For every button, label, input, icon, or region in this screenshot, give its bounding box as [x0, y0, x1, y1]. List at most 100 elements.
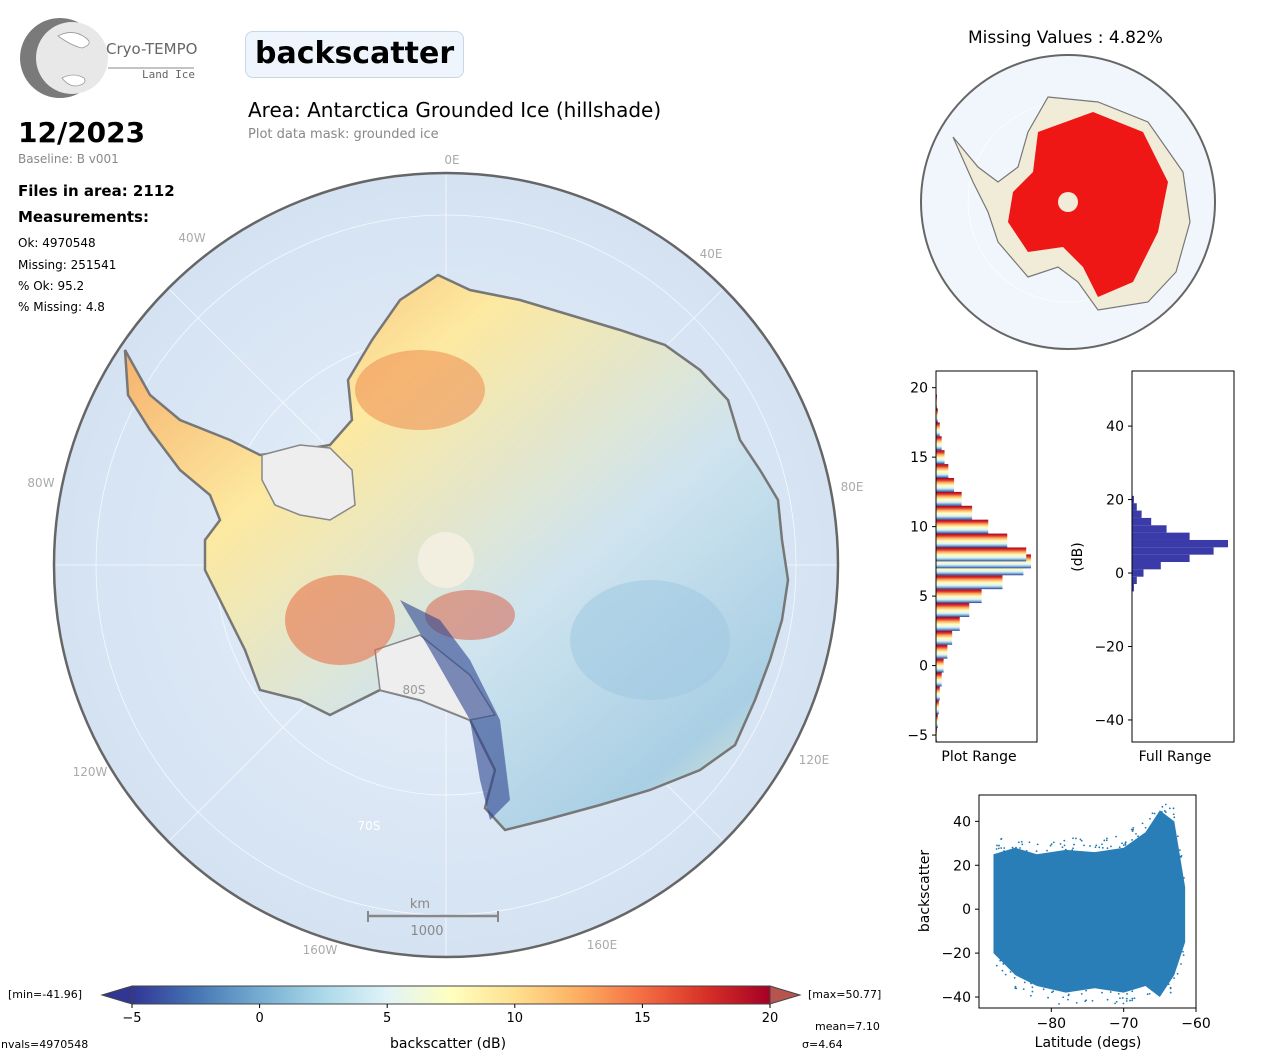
colorbar-tick-label: 10 — [507, 1011, 524, 1026]
scatter-point — [1017, 841, 1020, 844]
scatter-point — [1160, 810, 1163, 813]
ok-count: Ok: 4970548 — [18, 236, 96, 250]
colorbar-tick-label: 0 — [255, 1011, 263, 1026]
full-range-bars — [1132, 495, 1228, 592]
scatter-point — [1052, 990, 1055, 993]
colorbar-tick-label: 20 — [762, 1011, 779, 1026]
scatter-point — [1148, 992, 1151, 995]
lon-label-120w: 120W — [73, 765, 108, 779]
scatter-point — [1001, 969, 1004, 972]
colorbar-min-arrow — [100, 985, 133, 1005]
scatter-point — [1131, 997, 1134, 1000]
colorbar-max-label: [max=50.77] — [808, 988, 882, 1001]
scatter-point — [1121, 842, 1123, 845]
scatter-point — [1163, 810, 1166, 812]
scatter-point — [1126, 992, 1128, 995]
scatter-band — [993, 810, 1186, 998]
files-label: Files in area: 2112 — [18, 182, 175, 200]
scatter-point — [1031, 990, 1034, 993]
scatter-point — [1075, 837, 1077, 840]
plot-range-bar — [936, 714, 938, 729]
plot-range-bar — [936, 519, 989, 534]
sigma-label: σ=4.64 — [802, 1038, 843, 1051]
full-range-bar — [1132, 554, 1190, 563]
scatter-point — [1172, 807, 1175, 810]
scatter-point — [997, 847, 1000, 850]
scatter-point — [1176, 835, 1179, 838]
pct-ok: % Ok: 95.2 — [18, 279, 85, 293]
scatter-point — [1109, 991, 1112, 993]
scatter-point — [1129, 999, 1131, 1002]
plot-range-tick-label: 10 — [910, 520, 928, 536]
scatter-point — [1173, 977, 1175, 980]
full-range-xlabel: Full Range — [1139, 749, 1212, 765]
scatter-point — [1015, 846, 1017, 849]
scatter-point — [1110, 845, 1112, 848]
scatter-point — [1013, 976, 1016, 979]
scatter-point — [1023, 981, 1026, 984]
scatter-point — [1025, 849, 1028, 852]
plot-range-bar — [936, 547, 1027, 562]
full-range-bar — [1132, 495, 1134, 504]
scatter-point — [1131, 999, 1134, 1002]
lon-label-120e: 120E — [799, 753, 830, 767]
full-range-bar — [1132, 569, 1144, 577]
plot-range-bars — [936, 380, 1031, 742]
scatter-point — [1164, 811, 1167, 814]
scatter-point — [1021, 843, 1024, 846]
logo-emblem — [20, 18, 194, 98]
full-range-bar — [1132, 532, 1190, 540]
scatter-point — [1058, 1002, 1060, 1005]
plot-range-bar — [936, 464, 949, 478]
latitude-scatter: −80 −70 −60 −40 −20 0 20 40 backscatter Latitud… — [917, 794, 1211, 1051]
scatter-point — [1004, 973, 1007, 976]
plot-range-histogram: −5 0 5 10 15 20 Plot Range — [907, 370, 1038, 765]
scatter-point — [1183, 876, 1185, 879]
lon-label-80w: 80W — [27, 476, 54, 490]
scatter-point — [1133, 997, 1136, 1000]
scatter-point — [1119, 997, 1121, 1000]
scatter-point — [1122, 1002, 1125, 1005]
scatter-point — [1169, 987, 1172, 990]
scatter-xtick-label: −70 — [1109, 1016, 1139, 1032]
scatter-point — [1153, 812, 1156, 815]
scatter-point — [1083, 844, 1085, 847]
scatter-point — [1091, 999, 1094, 1002]
full-range-tick-label: 0 — [1115, 566, 1124, 582]
scatter-point — [1085, 989, 1087, 992]
scatter-point — [1176, 972, 1179, 975]
scatter-point — [1103, 839, 1106, 842]
scatter-point — [1075, 1002, 1078, 1004]
colorbar-max-arrow — [769, 985, 802, 1005]
scatter-ytick-label: −20 — [941, 946, 971, 962]
plot-range-bar — [936, 422, 940, 437]
scatter-point — [1036, 843, 1039, 846]
scatter-point — [1124, 841, 1127, 844]
full-range-ylabel: (dB) — [1070, 542, 1086, 571]
scatter-point — [1144, 826, 1147, 829]
lat-label-70s: 70S — [358, 819, 381, 833]
scatter-point — [1132, 828, 1134, 831]
scatter-point — [1161, 805, 1164, 808]
scatter-ylabel: backscatter — [917, 850, 933, 932]
scatter-point — [1122, 844, 1125, 847]
scatter-point — [1003, 850, 1005, 852]
full-range-bar — [1132, 503, 1137, 511]
plot-range-bar — [936, 700, 939, 715]
scatter-point — [1151, 812, 1154, 815]
scatter-point — [1011, 846, 1014, 849]
missing-values-title: Missing Values : 4.82% — [968, 28, 1163, 48]
scatter-point — [1168, 807, 1171, 810]
plot-range-bar — [936, 616, 960, 631]
scatter-point — [1079, 838, 1082, 841]
scatter-point — [1167, 983, 1170, 986]
nvals-label: nvals=4970548 — [1, 1038, 89, 1051]
plot-range-bar — [936, 505, 973, 520]
logo-name: Cryo-TEMPO — [106, 40, 198, 58]
plot-range-bar — [936, 686, 940, 701]
full-range-bar — [1132, 562, 1161, 570]
lon-label-0e: 0E — [444, 153, 459, 167]
colorbar-tick-label: 5 — [383, 1011, 391, 1026]
colorbar-tick-label: −5 — [122, 1011, 141, 1026]
scatter-point — [1182, 954, 1185, 957]
